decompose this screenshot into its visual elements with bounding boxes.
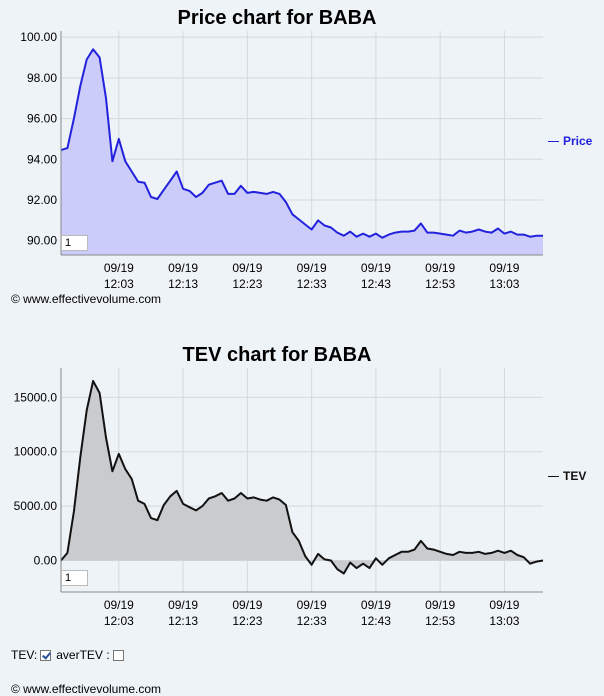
- price-area-fill: [61, 49, 543, 255]
- price-chart: 100.00 98.00 96.00 94.00 92.00 90.00 09/19 12:0…: [20, 30, 543, 291]
- price-ytick-label: 100.00: [20, 30, 57, 44]
- price-chart-title: Price chart for BABA: [177, 7, 377, 29]
- tev-xtick-date: 09/19: [489, 598, 519, 612]
- tev-copyright: © www.effectivevolume.com: [11, 682, 162, 696]
- tev-legend-label: TEV: [563, 469, 587, 483]
- price-xtick-date: 09/19: [104, 261, 134, 275]
- price-ytick-label: 92.00: [27, 193, 57, 207]
- price-xtick-date: 09/19: [168, 261, 198, 275]
- tev-chart-title: TEV chart for BABA: [182, 344, 372, 366]
- tev-ytick-label: 10000.0: [14, 445, 58, 459]
- tev-xtick-date: 09/19: [232, 598, 262, 612]
- price-legend-label: Price: [563, 134, 593, 148]
- price-xtick-time: 12:33: [297, 277, 327, 291]
- price-xtick-date: 09/19: [361, 261, 391, 275]
- tev-checkbox[interactable]: [40, 649, 52, 661]
- tev-xtick-date: 09/19: [104, 598, 134, 612]
- tev-xtick-time: 12:23: [232, 614, 262, 628]
- price-legend-swatch: [548, 141, 559, 143]
- price-xtick-time: 12:53: [425, 277, 455, 291]
- avertev-checkbox[interactable]: [112, 649, 124, 661]
- avertev-checkbox-label: averTEV :: [56, 648, 110, 662]
- tev-xtick-date: 09/19: [425, 598, 455, 612]
- price-copyright: © www.effectivevolume.com: [11, 292, 162, 306]
- price-xtick-date: 09/19: [297, 261, 327, 275]
- tev-controls: TEV: averTEV :: [11, 648, 129, 662]
- tev-xtick-date: 09/19: [297, 598, 327, 612]
- price-xtick-date: 09/19: [425, 261, 455, 275]
- price-xtick-date: 09/19: [232, 261, 262, 275]
- tev-legend-swatch: [548, 476, 559, 478]
- price-xtick-time: 12:03: [104, 277, 134, 291]
- price-range-input[interactable]: 1: [61, 235, 88, 251]
- price-ytick-label: 90.00: [27, 234, 57, 248]
- price-xtick-date: 09/19: [489, 261, 519, 275]
- price-legend: Price: [548, 134, 592, 148]
- tev-checkbox-label: TEV:: [11, 648, 38, 662]
- tev-range-input[interactable]: 1: [61, 570, 88, 586]
- price-xtick-time: 13:03: [489, 277, 519, 291]
- tev-xtick-time: 13:03: [489, 614, 519, 628]
- tev-xtick-time: 12:43: [361, 614, 391, 628]
- tev-chart: 15000.0 10000.0 5000.00 0.00 09/19 12:03 09/19…: [14, 368, 544, 628]
- price-xtick-time: 12:43: [361, 277, 391, 291]
- tev-xtick-date: 09/19: [168, 598, 198, 612]
- price-xtick-time: 12:23: [232, 277, 262, 291]
- price-ytick-label: 94.00: [27, 152, 57, 166]
- tev-legend: TEV: [548, 469, 586, 483]
- price-ytick-label: 98.00: [27, 71, 57, 85]
- tev-ytick-label: 5000.00: [14, 499, 58, 513]
- tev-xtick-time: 12:13: [168, 614, 198, 628]
- tev-series-line: [60, 380, 544, 575]
- tev-xtick-time: 12:33: [297, 614, 327, 628]
- tev-ytick-label: 15000.0: [14, 390, 58, 404]
- tev-xtick-time: 12:53: [425, 614, 455, 628]
- price-ytick-label: 96.00: [27, 112, 57, 126]
- tev-ytick-label: 0.00: [34, 553, 58, 567]
- tev-xtick-time: 12:03: [104, 614, 134, 628]
- price-series-line: [60, 48, 543, 239]
- tev-area-fill: [61, 381, 543, 574]
- price-xtick-time: 12:13: [168, 277, 198, 291]
- tev-xtick-date: 09/19: [361, 598, 391, 612]
